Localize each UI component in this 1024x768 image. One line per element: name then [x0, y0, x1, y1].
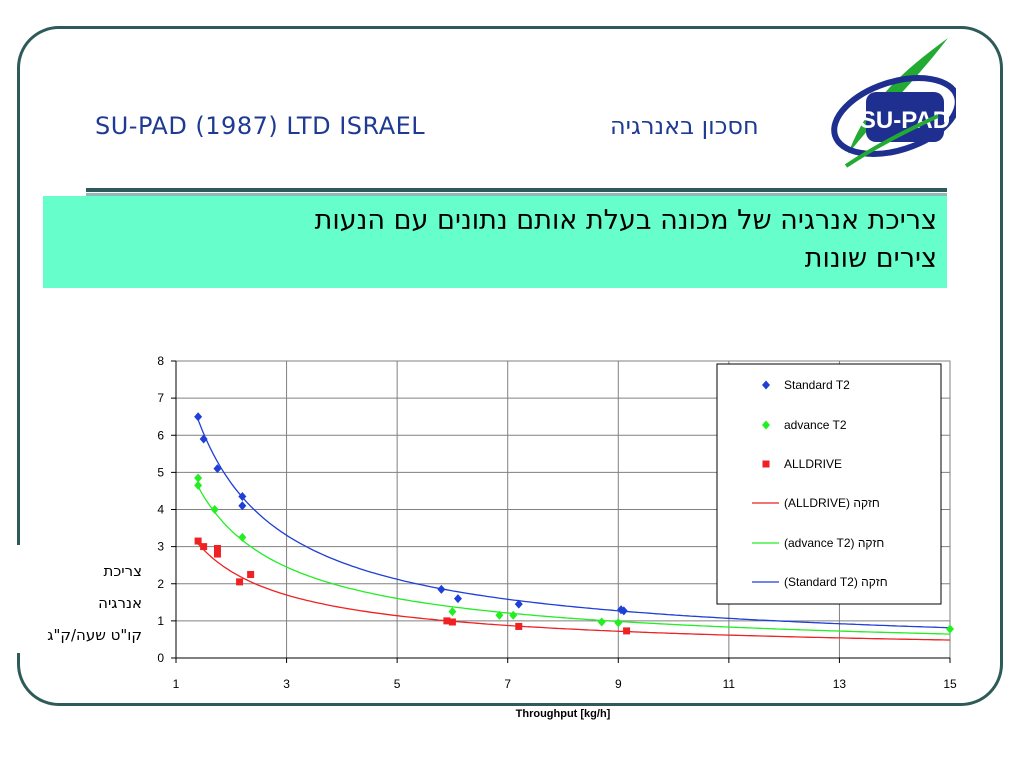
data-point	[194, 473, 203, 483]
y-tick-label: 8	[157, 354, 164, 368]
data-point	[194, 537, 202, 545]
frame-gap	[10, 545, 30, 653]
axes	[171, 360, 951, 663]
header-rule	[86, 188, 947, 192]
legend-label: Standard T2	[784, 378, 850, 392]
data-point	[194, 480, 203, 490]
banner-line-2: צירים שונות	[804, 243, 937, 274]
data-point	[495, 610, 504, 620]
trendline	[197, 486, 951, 635]
x-axis-title: Throughput [kg/h]	[516, 708, 611, 720]
data-point	[238, 532, 247, 542]
x-tick-label: 3	[283, 677, 290, 691]
data-point	[443, 617, 451, 625]
y-tick-label: 2	[157, 577, 164, 591]
legend-label: ALLDRIVE	[784, 457, 842, 471]
trendlines	[197, 419, 951, 641]
y-tick-label: 3	[157, 540, 164, 554]
data-point	[453, 594, 462, 604]
y-tick-label: 4	[157, 503, 164, 517]
data-point	[509, 610, 518, 620]
data-point	[614, 618, 623, 628]
data-point	[213, 544, 221, 552]
trendline	[197, 543, 950, 641]
su-pad-logo: SU-PAD	[831, 38, 956, 168]
data-point	[200, 543, 208, 551]
y-axis-label-line-1: צריכת	[103, 562, 142, 580]
y-tick-label: 6	[157, 428, 164, 442]
legend-marker	[762, 380, 770, 390]
data-point	[448, 607, 457, 617]
data-point	[210, 505, 219, 514]
x-tick-label: 13	[833, 677, 847, 691]
data-point	[247, 570, 255, 578]
y-tick-label: 0	[157, 651, 164, 665]
y-tick-label: 1	[157, 614, 164, 628]
data-point	[514, 599, 523, 609]
data-points	[194, 412, 954, 635]
x-tick-label: 15	[943, 677, 957, 691]
legend-marker	[762, 420, 770, 430]
data-point	[946, 624, 954, 634]
data-point	[236, 578, 244, 586]
data-point	[515, 622, 523, 630]
data-point	[619, 606, 628, 616]
data-point	[213, 550, 221, 558]
data-point	[238, 492, 247, 502]
data-point	[238, 501, 247, 511]
y-axis-label: צריכת אנרגיה קו"ט שעה/ק"ג	[26, 555, 142, 651]
legend-label: (Standard T2) חזקה	[784, 575, 888, 589]
legend-marker	[762, 460, 770, 468]
data-point	[437, 584, 446, 594]
legend-box	[716, 363, 942, 605]
data-point	[623, 627, 631, 635]
legend-label: (advance T2) חזקה	[784, 536, 884, 550]
subtitle-banner: צריכת אנרגיה של מכונה בעלת אותם נתונים ע…	[43, 196, 947, 288]
data-point	[597, 617, 606, 627]
data-point	[194, 412, 203, 422]
x-tick-label: 11	[723, 677, 736, 691]
company-name: SU-PAD (1987) LTD ISRAEL	[95, 112, 426, 140]
y-tick-label: 5	[157, 465, 164, 479]
logo-text: SU-PAD	[860, 107, 950, 134]
data-point	[199, 434, 208, 444]
y-tick-label: 7	[157, 391, 164, 405]
data-point	[213, 464, 222, 474]
legend-label: advance T2	[784, 418, 847, 432]
header-rule-light	[86, 193, 947, 196]
x-tick-label: 9	[615, 677, 622, 691]
slide-frame	[17, 26, 1003, 706]
legend: Standard T2 advance T2 ALLDRIVE (ALLDRIVE) …	[716, 363, 942, 605]
x-tick-label: 5	[394, 677, 401, 691]
banner-line-1: צריכת אנרגיה של מכונה בעלת אותם נתונים ע…	[314, 205, 937, 236]
legend-label: (ALLDRIVE) חזקה	[784, 496, 880, 510]
trendline	[197, 419, 951, 629]
x-tick-label: 7	[504, 677, 511, 691]
data-point	[448, 618, 456, 626]
y-axis-label-line-3: קו"ט שעה/ק"ג	[47, 626, 142, 644]
slide-title: חסכון באנרגיה	[610, 112, 759, 140]
y-axis-label-line-2: אנרגיה	[98, 594, 142, 612]
x-tick-label: 1	[173, 677, 180, 691]
